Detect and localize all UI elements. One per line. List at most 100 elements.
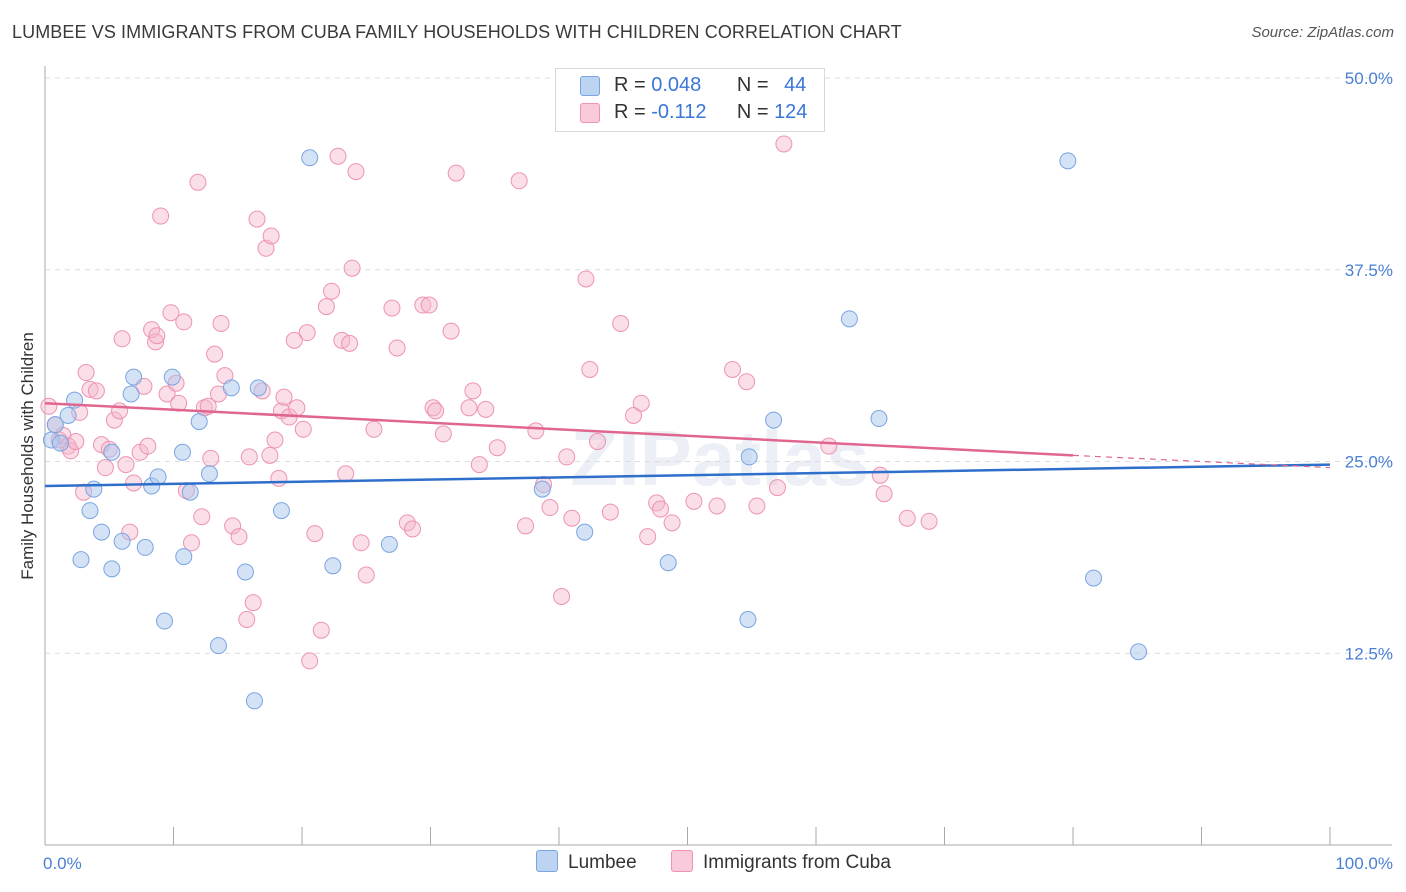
- cuba-point: [341, 334, 359, 352]
- lumbee-point: [81, 502, 99, 520]
- lumbee-point: [72, 551, 90, 569]
- cuba-point: [460, 399, 478, 417]
- lumbee-point: [236, 563, 254, 581]
- lumbee-point: [272, 502, 290, 520]
- lumbee-point: [209, 637, 227, 655]
- cuba-point: [125, 474, 143, 492]
- cuba-point: [434, 425, 452, 443]
- cuba-point: [306, 525, 324, 543]
- cuba-point: [738, 373, 756, 391]
- cuba-point: [285, 331, 303, 349]
- lumbee-point: [103, 560, 121, 578]
- cuba-point: [212, 314, 230, 332]
- cuba-point: [206, 345, 224, 363]
- cuba-point: [182, 534, 200, 552]
- cuba-point: [820, 437, 838, 455]
- cuba-point: [442, 322, 460, 340]
- cuba-point: [81, 380, 99, 398]
- cuba-point: [275, 388, 293, 406]
- r-label: R =: [614, 74, 646, 96]
- n-value-cuba: 124: [774, 101, 808, 123]
- legend-row-lumbee: R = 0.048 N = 44: [580, 74, 806, 100]
- lumbee-point: [740, 448, 758, 466]
- legend-item-cuba: Immigrants from Cuba: [671, 850, 891, 874]
- cuba-point: [383, 299, 401, 317]
- cuba-point: [139, 437, 157, 455]
- y-tick-label: 37.5%: [1345, 261, 1393, 280]
- cuba-point: [685, 492, 703, 510]
- cuba-point: [639, 528, 657, 546]
- cuba-point: [105, 411, 123, 429]
- cuba-point: [365, 420, 383, 438]
- cuba-point: [527, 422, 545, 440]
- cuba-point: [553, 587, 571, 605]
- lumbee-trend-line: [44, 463, 1331, 488]
- cuba-point: [175, 313, 193, 331]
- cuba-point: [202, 449, 220, 467]
- lumbee-legend-swatch: [536, 850, 558, 873]
- cuba-point: [577, 270, 595, 288]
- lumbee-point: [840, 310, 858, 328]
- r-label: R =: [614, 101, 646, 123]
- y-tick-label: 25.0%: [1345, 453, 1393, 472]
- cuba-point: [266, 431, 284, 449]
- cuba-point: [352, 534, 370, 552]
- cuba-trend-line: [44, 401, 1074, 457]
- lumbee-point: [59, 406, 77, 424]
- lumbee-point: [380, 535, 398, 553]
- cuba-point: [663, 514, 681, 532]
- cuba-point: [117, 456, 135, 474]
- cuba-point: [77, 364, 95, 382]
- legend-item-lumbee: Lumbee: [536, 850, 637, 874]
- cuba-point: [632, 394, 650, 412]
- cuba-trend-extension: [1072, 454, 1331, 469]
- stats-legend: R = 0.048 N = 44 R = -0.112 N = 124: [555, 68, 825, 132]
- legend-row-cuba: R = -0.112 N = 124: [580, 101, 807, 127]
- cuba-point: [148, 327, 166, 345]
- cuba-point: [193, 508, 211, 526]
- series-cuba-points: [40, 135, 938, 670]
- lumbee-point: [181, 483, 199, 501]
- cuba-point: [470, 456, 488, 474]
- cuba-point: [723, 360, 741, 378]
- trend-lines: [44, 401, 1331, 488]
- r-value-lumbee: 0.048: [651, 74, 702, 96]
- cuba-point: [625, 406, 643, 424]
- cuba-point: [270, 469, 288, 487]
- lumbee-point: [1085, 569, 1103, 587]
- cuba-point: [162, 304, 180, 322]
- cuba-point: [420, 296, 438, 314]
- lumbee-point: [739, 611, 757, 629]
- cuba-point: [517, 517, 535, 535]
- n-label: N =: [736, 74, 769, 96]
- lumbee-point: [1059, 152, 1077, 170]
- cuba-point: [920, 512, 938, 530]
- cuba-point: [189, 173, 207, 191]
- cuba-point: [357, 566, 375, 584]
- cuba-point: [424, 399, 442, 417]
- r-value-cuba: -0.112: [651, 101, 707, 123]
- cuba-swatch: [580, 102, 600, 123]
- cuba-point: [563, 509, 581, 527]
- cuba-point: [238, 611, 256, 629]
- chart-title: LUMBEE VS IMMIGRANTS FROM CUBA FAMILY HO…: [12, 22, 902, 42]
- cuba-point: [558, 448, 576, 466]
- cuba-point: [298, 324, 316, 342]
- x-tick-label: 100.0%: [1335, 854, 1393, 873]
- cuba-point: [708, 497, 726, 515]
- cuba-point: [589, 433, 607, 451]
- lumbee-point: [576, 523, 594, 541]
- cuba-point: [612, 314, 630, 332]
- lumbee-point: [85, 480, 103, 498]
- lumbee-point: [324, 557, 342, 575]
- cuba-point: [288, 399, 306, 417]
- cuba-point: [343, 259, 361, 277]
- cuba-point: [230, 528, 248, 546]
- cuba-point: [301, 652, 319, 670]
- cuba-point: [40, 397, 58, 415]
- source-credit: Source: ZipAtlas.com: [1251, 24, 1394, 41]
- lumbee-point: [136, 538, 154, 556]
- n-value-lumbee: 44: [784, 74, 807, 96]
- cuba-point: [261, 446, 279, 464]
- cuba-point: [323, 282, 341, 300]
